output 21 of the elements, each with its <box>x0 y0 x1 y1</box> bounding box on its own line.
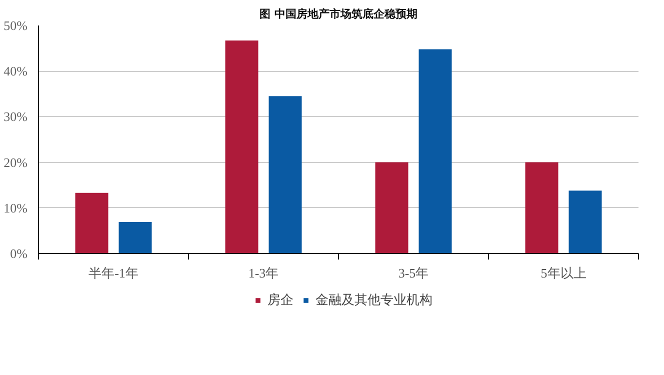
y-tick-label: 40% <box>4 64 28 79</box>
bar <box>75 192 108 254</box>
x-tick-label: 1-3年 <box>248 266 279 280</box>
bar <box>418 49 452 254</box>
x-tick-label: 3-5年 <box>398 266 429 280</box>
chart-title: 图 中国房地产市场筑底企稳预期 <box>260 8 418 20</box>
y-tick-label: 30% <box>4 109 28 124</box>
bar <box>375 162 408 254</box>
legend-label: 房企 <box>268 292 294 309</box>
bar <box>268 96 302 254</box>
y-tick-label: 50% <box>4 18 28 33</box>
y-tick-label: 20% <box>4 154 28 170</box>
bar <box>225 40 258 254</box>
x-tick-label: 半年-1年 <box>88 266 138 280</box>
x-tick-label: 5年以上 <box>540 266 586 280</box>
bar <box>568 190 602 254</box>
y-tick-label: 10% <box>4 200 28 216</box>
bar <box>525 162 558 254</box>
y-tick-label: 0% <box>10 246 28 261</box>
legend-label: 金融及其他专业机构 <box>316 292 432 309</box>
bar <box>118 222 152 254</box>
